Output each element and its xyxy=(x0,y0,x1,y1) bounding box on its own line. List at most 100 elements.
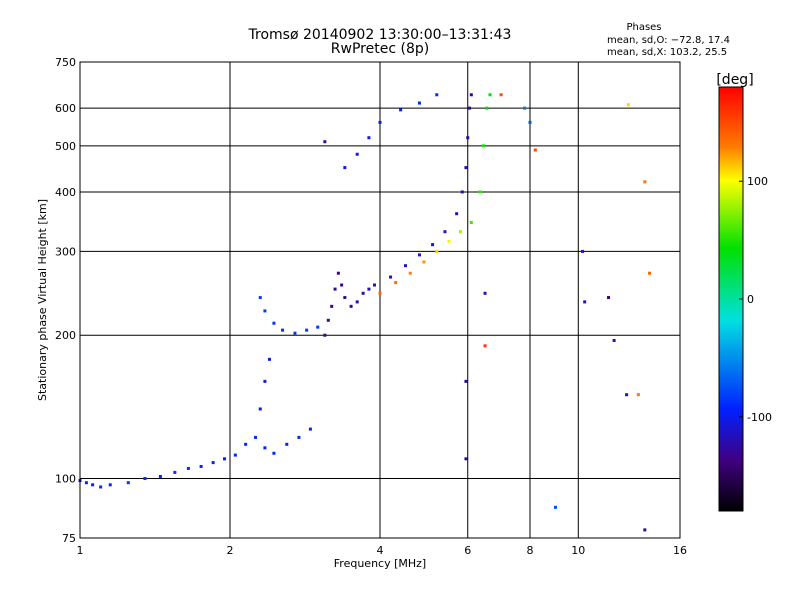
x-axis: 1 2 4 6 8 10 16 xyxy=(77,544,688,557)
data-point xyxy=(373,283,377,287)
data-point xyxy=(308,427,312,431)
data-point xyxy=(483,344,487,348)
data-point xyxy=(464,166,468,170)
x-tick-label: 1 xyxy=(77,544,84,557)
data-point xyxy=(258,296,262,300)
data-point xyxy=(126,481,130,485)
data-point xyxy=(643,528,647,532)
data-point xyxy=(533,148,537,152)
data-point xyxy=(158,474,162,478)
data-point xyxy=(648,271,652,275)
data-point xyxy=(293,331,297,335)
data-point xyxy=(263,309,267,313)
data-point xyxy=(478,190,482,194)
data-point xyxy=(330,304,334,308)
data-point xyxy=(108,483,112,487)
colorbar-label: [deg] xyxy=(716,72,753,88)
data-point xyxy=(336,271,340,275)
data-point xyxy=(466,136,470,140)
data-point xyxy=(343,166,347,170)
data-point xyxy=(223,457,227,461)
y-tick-label: 750 xyxy=(55,56,76,69)
grid-layer xyxy=(80,62,680,538)
data-point xyxy=(199,464,203,468)
data-point xyxy=(267,357,271,361)
y-tick-label: 600 xyxy=(55,102,76,115)
data-point xyxy=(258,407,262,411)
x-tick-label: 4 xyxy=(377,544,384,557)
x-tick-label: 6 xyxy=(464,544,471,557)
data-point xyxy=(211,461,215,465)
data-point xyxy=(468,106,472,110)
data-point xyxy=(458,230,462,234)
data-point xyxy=(333,287,337,291)
chart-title: Tromsø 20140902 13:30:00–13:31:43 xyxy=(248,27,512,43)
y-tick-label: 500 xyxy=(55,140,76,153)
data-point xyxy=(316,325,320,329)
y-tick-label: 100 xyxy=(55,473,76,486)
data-point xyxy=(355,152,359,156)
colorbar-tick-label: 100 xyxy=(747,175,768,188)
data-point xyxy=(464,379,468,383)
data-point xyxy=(326,318,330,322)
data-point xyxy=(263,446,267,450)
data-point xyxy=(583,300,587,304)
data-point xyxy=(361,291,365,295)
data-point xyxy=(84,481,88,485)
data-point xyxy=(297,435,301,439)
y-tick-label: 75 xyxy=(62,532,76,545)
data-point xyxy=(367,136,371,140)
data-point xyxy=(323,333,327,337)
data-point xyxy=(464,457,468,461)
data-point xyxy=(447,239,451,243)
data-point xyxy=(340,283,344,287)
data-point xyxy=(469,221,473,225)
data-point xyxy=(643,180,647,184)
data-point xyxy=(355,300,359,304)
colorbar-tick-label: 0 xyxy=(747,293,754,306)
data-point xyxy=(431,243,435,247)
data-point xyxy=(523,106,527,110)
data-point xyxy=(244,442,248,446)
data-point xyxy=(499,93,503,97)
data-point xyxy=(636,393,640,397)
data-point xyxy=(483,291,487,295)
y-tick-label: 200 xyxy=(55,329,76,342)
data-point xyxy=(435,93,439,97)
data-point xyxy=(469,93,473,97)
y-axis-label: Stationary phase Virtual Height [km] xyxy=(36,199,49,401)
data-point xyxy=(343,296,347,300)
data-point xyxy=(143,477,147,481)
y-tick-label: 300 xyxy=(55,245,76,258)
x-axis-label: Frequency [MHz] xyxy=(334,557,426,570)
x-tick-label: 8 xyxy=(527,544,534,557)
data-point xyxy=(378,291,382,295)
data-point xyxy=(99,485,103,489)
data-point xyxy=(553,505,557,509)
data-point xyxy=(625,393,629,397)
data-point xyxy=(389,275,393,279)
data-point xyxy=(349,304,353,308)
data-point xyxy=(378,120,382,124)
data-point xyxy=(488,93,492,97)
plot-frame xyxy=(79,61,681,539)
y-axis: 75 100 200 300 400 500 600 750 xyxy=(55,56,76,545)
colorbar-ticks: 100 0 -100 xyxy=(739,175,772,424)
x-tick-label: 16 xyxy=(673,544,687,557)
data-point xyxy=(281,328,285,332)
data-point xyxy=(263,379,267,383)
phase-legend-x: mean, sd,X: 103.2, 25.5 xyxy=(607,47,727,58)
data-point xyxy=(528,120,532,124)
y-tick-label: 400 xyxy=(55,186,76,199)
data-point xyxy=(417,101,421,105)
data-point xyxy=(233,453,237,457)
data-point xyxy=(443,230,447,234)
phase-legend-title: Phases xyxy=(626,22,661,33)
data-point xyxy=(460,190,464,194)
data-point xyxy=(581,249,585,253)
x-tick-label: 10 xyxy=(571,544,585,557)
data-point xyxy=(323,140,327,144)
data-point xyxy=(485,106,489,110)
data-point xyxy=(367,287,371,291)
data-point xyxy=(607,296,611,300)
